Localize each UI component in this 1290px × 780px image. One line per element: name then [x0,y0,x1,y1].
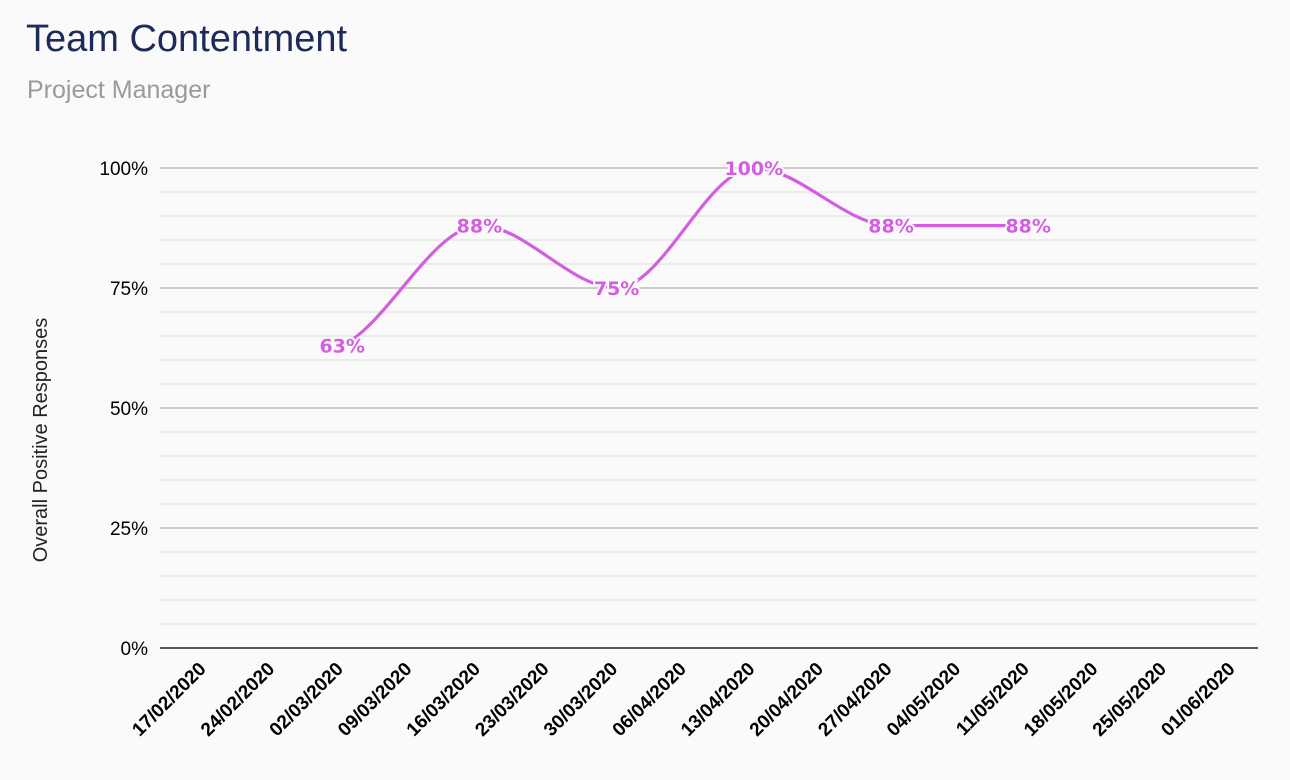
chart-title: Team Contentment [26,18,348,60]
data-label: 100% [724,158,783,180]
data-label: 63% [319,336,364,358]
y-tick-label: 75% [110,279,148,300]
y-axis-title: Overall Positive Responses [30,318,52,563]
y-tick-label: 0% [121,639,149,660]
axes: 0%25%50%75%100%17/02/202024/02/202002/03… [99,159,1258,741]
data-labels: 63% 88% 75% 100% 88% 88% [317,156,1052,360]
data-label: 88% [1005,216,1050,238]
y-tick-label: 50% [110,399,148,420]
series-line [340,166,1030,348]
y-tick-label: 25% [110,519,148,540]
data-label: 88% [457,216,502,238]
x-tick-label: 01/06/2020 [1157,659,1239,741]
grid [160,167,1258,625]
y-tick-label: 100% [99,159,148,180]
data-label: 75% [594,278,639,300]
data-label: 88% [868,216,913,238]
series [340,166,1030,348]
x-tick-label: 04/05/2020 [883,659,965,741]
chart-subtitle: Project Manager [27,76,211,104]
